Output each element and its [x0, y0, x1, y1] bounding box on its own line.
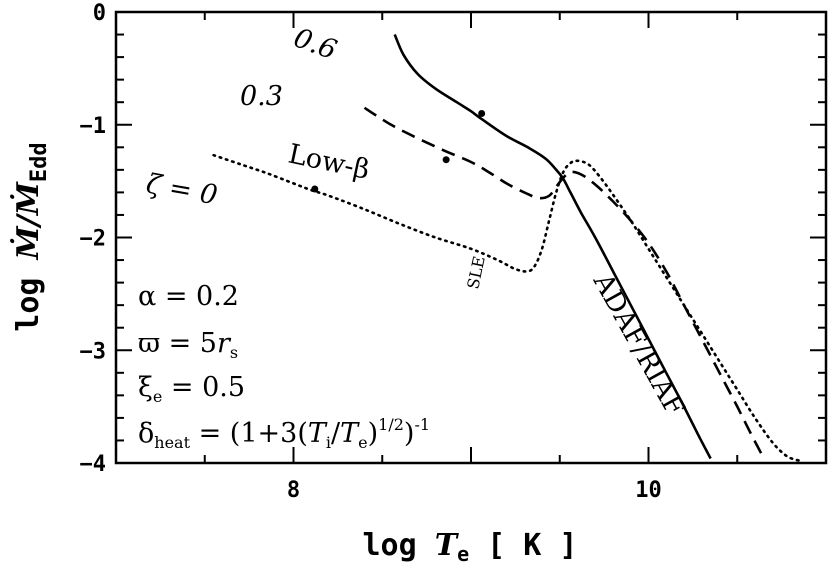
- sle-label: SLE: [463, 254, 489, 290]
- curve-label-zeta-val: 0: [197, 178, 219, 212]
- y-tick-label: −1: [80, 114, 107, 139]
- param-delta-sub: heat: [154, 433, 190, 452]
- series-group: [212, 33, 801, 462]
- param-xi-rest: = 0.5: [162, 372, 245, 403]
- adaf-label: ADAF/RIAF: [586, 267, 690, 421]
- param-delta-ti: T: [308, 418, 328, 449]
- y-axis-label: log Ṁ/ṀEdd: [10, 142, 52, 331]
- y-axis-label-sub: Edd: [27, 142, 52, 182]
- y-tick-label: −2: [80, 227, 107, 252]
- param-delta-main: δ: [138, 418, 154, 449]
- param-delta-te: T: [340, 418, 360, 449]
- x-tick-label: 8: [287, 478, 300, 503]
- x-tick-label: 10: [635, 478, 662, 503]
- param-delta-exp2: -1: [414, 415, 430, 434]
- y-axis-label-var: Ṁ/Ṁ: [10, 181, 46, 260]
- param-delta-eq: = (1+3(: [190, 418, 308, 449]
- x-axis-label-main: log: [363, 528, 435, 563]
- y-tick-label: −4: [80, 452, 107, 477]
- curve-label-zeta-sym: ζ =: [144, 168, 203, 208]
- axis-ticks: 8 10 0 −1 −2 −3 −4: [80, 1, 827, 503]
- param-alpha: α = 0.2: [138, 281, 239, 312]
- param-delta-i: i: [326, 433, 331, 452]
- series-line-dashed: [363, 106, 766, 460]
- param-xi-sub: e: [153, 387, 162, 406]
- series-line-dotted: [212, 153, 801, 462]
- x-axis-label-unit: [ K ]: [469, 528, 577, 563]
- low-beta-label: Low-β: [286, 139, 373, 186]
- param-delta: δheat = (1+3(Ti/Te)1/2)-1: [138, 415, 430, 452]
- param-varpi-var: r: [217, 328, 232, 359]
- param-varpi-sub: s: [230, 343, 238, 362]
- series-line-solid: [393, 33, 712, 460]
- param-delta-close: ): [368, 418, 379, 449]
- y-axis-label-main: log: [11, 259, 46, 331]
- marker-group: [311, 109, 486, 193]
- x-axis-label: log Te [ K ]: [363, 528, 578, 566]
- param-xi-main: ξ: [138, 372, 153, 403]
- curve-label-06: 0.6: [290, 22, 341, 66]
- param-delta-exp1: 1/2: [378, 415, 404, 434]
- param-varpi: ϖ = 5rs: [138, 328, 238, 362]
- param-varpi-prefix: ϖ = 5: [138, 328, 217, 359]
- data-point-marker: [478, 109, 486, 117]
- param-delta-e: e: [358, 433, 367, 452]
- data-point-marker: [311, 185, 319, 193]
- curve-label-zeta: ζ = 0: [144, 168, 220, 211]
- param-xi: ξe = 0.5: [138, 372, 245, 406]
- data-point-marker: [442, 156, 450, 164]
- param-delta-slash: /: [331, 418, 341, 449]
- param-delta-close2: ): [404, 418, 415, 449]
- y-tick-label: 0: [93, 1, 106, 26]
- x-axis-label-sub: e: [457, 542, 469, 566]
- y-tick-label: −3: [80, 339, 107, 364]
- curve-label-03: 0.3: [240, 81, 283, 112]
- x-axis-label-var: T: [435, 528, 460, 563]
